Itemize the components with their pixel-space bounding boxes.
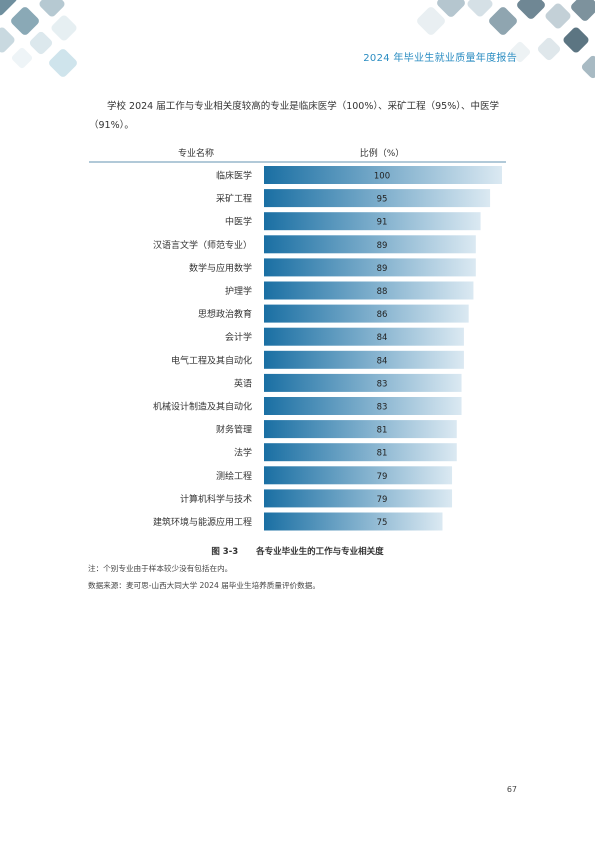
bar [264,166,502,184]
footnote-sample: 注：个别专业由于样本较少没有包括在内。 [88,564,233,573]
category-label: 汉语言文学（师范专业） [153,239,252,251]
bar [264,489,453,508]
footnote-source: 数据来源：麦可思-山西大同大学 2024 届毕业生培养质量评价数据。 [88,581,320,590]
category-label: 建筑环境与能源应用工程 [153,516,252,528]
bar [264,420,457,439]
bar-value-label: 83 [377,379,388,389]
bar [264,443,457,462]
bar [264,512,443,531]
bar-value-label: 89 [377,241,388,251]
bar-value-label: 91 [377,218,388,228]
category-label: 思想政治教育 [198,308,252,320]
category-label: 护理学 [225,285,252,297]
bar [264,235,476,254]
bar-value-label: 88 [377,287,388,297]
column-header-major: 专业名称 [178,147,214,159]
category-label: 中医学 [225,216,252,228]
bar-value-label: 81 [377,449,388,459]
bar-value-label: 75 [377,518,388,528]
bar-value-label: 100 [374,172,390,182]
category-label: 法学 [234,447,252,459]
category-label: 会计学 [225,331,252,343]
bar [264,258,476,277]
bar [264,397,462,415]
bar [264,327,464,346]
page-number: 67 [506,785,517,794]
bar-value-label: 84 [377,333,388,343]
figure-number: 图 3-3 [211,547,239,557]
report-header-title: 2024 年毕业生就业质量年度报告 [363,53,517,64]
category-label: 电气工程及其自动化 [171,354,252,366]
bar-value-label: 86 [377,310,388,320]
intro-paragraph: 学校 2024 届工作与专业相关度较高的专业是临床医学（100%）、采矿工程（9… [89,101,499,131]
bar [264,466,453,485]
category-label: 财务管理 [216,424,252,436]
bar-value-label: 83 [377,403,388,413]
column-header-ratio: 比例（%） [360,147,405,159]
category-label: 采矿工程 [216,193,252,205]
bar-value-label: 79 [377,472,388,482]
figure-title: 各专业毕业生的工作与专业相关度 [256,547,384,557]
bar [264,350,464,369]
bar [264,304,469,323]
bar [264,373,462,392]
category-label: 测绘工程 [216,470,252,482]
bar-value-label: 84 [377,356,388,366]
category-label: 计算机科学与技术 [180,493,252,505]
bar-value-label: 89 [377,264,388,274]
bar [264,281,474,300]
bar-value-label: 79 [377,495,388,505]
category-label: 临床医学 [216,170,252,182]
category-label: 英语 [234,377,252,389]
category-label: 机械设计制造及其自动化 [153,401,252,413]
figure-caption: 图 3-3 各专业毕业生的工作与专业相关度 [0,545,595,557]
bar [264,189,491,208]
header-decoration [0,0,595,79]
bar-value-label: 81 [377,426,388,436]
bar-value-label: 95 [377,195,388,205]
bar [264,212,481,231]
category-label: 数学与应用数学 [189,262,252,274]
